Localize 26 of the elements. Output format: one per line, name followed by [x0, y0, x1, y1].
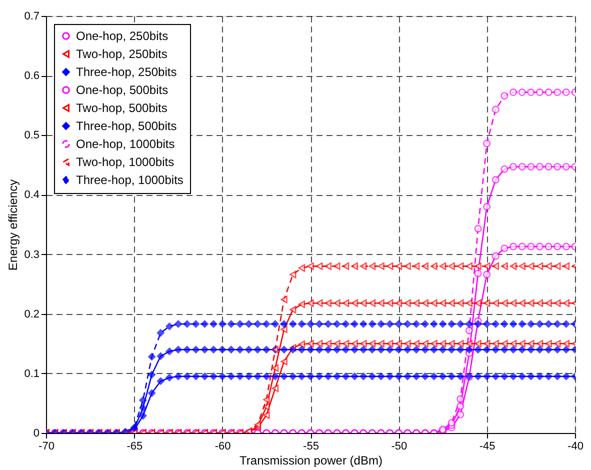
x-tick-label: -60 — [214, 440, 231, 452]
y-tick-label: 0.4 — [24, 189, 40, 202]
legend-label: Three-hop, 500bits — [76, 119, 177, 133]
legend-label: Two-hop, 500bits — [76, 101, 168, 115]
y-tick-label: 0.7 — [24, 10, 40, 22]
y-tick-label: 0.2 — [24, 308, 40, 320]
legend-label: Two-hop, 250bits — [76, 47, 168, 61]
y-tick-label: 0.1 — [24, 368, 40, 380]
x-tick-label: -70 — [38, 440, 54, 452]
x-axis-title: Transmission power (dBm) — [240, 454, 382, 468]
y-tick-label: 0 — [33, 428, 40, 440]
y-tick-label: 0.5 — [24, 130, 40, 142]
legend-label: One-hop, 1000bits — [76, 137, 175, 151]
legend-label: One-hop, 500bits — [76, 83, 168, 97]
legend-label: Two-hop, 1000bits — [76, 155, 174, 169]
legend-label: One-hop, 250bits — [76, 29, 168, 43]
x-tick-label: -45 — [479, 440, 496, 452]
legend-label: Three-hop, 250bits — [76, 65, 177, 79]
y-tick-label: 0.3 — [24, 248, 40, 261]
legend-label: Three-hop, 1000bits — [76, 173, 184, 187]
y-tick-label: 0.6 — [24, 70, 40, 82]
x-tick-label: -65 — [126, 440, 143, 452]
x-tick-label: -40 — [568, 440, 584, 452]
x-tick-label: -50 — [391, 440, 408, 452]
x-tick-label: -55 — [303, 440, 319, 452]
y-axis-title: Energy efficiency — [6, 179, 20, 271]
